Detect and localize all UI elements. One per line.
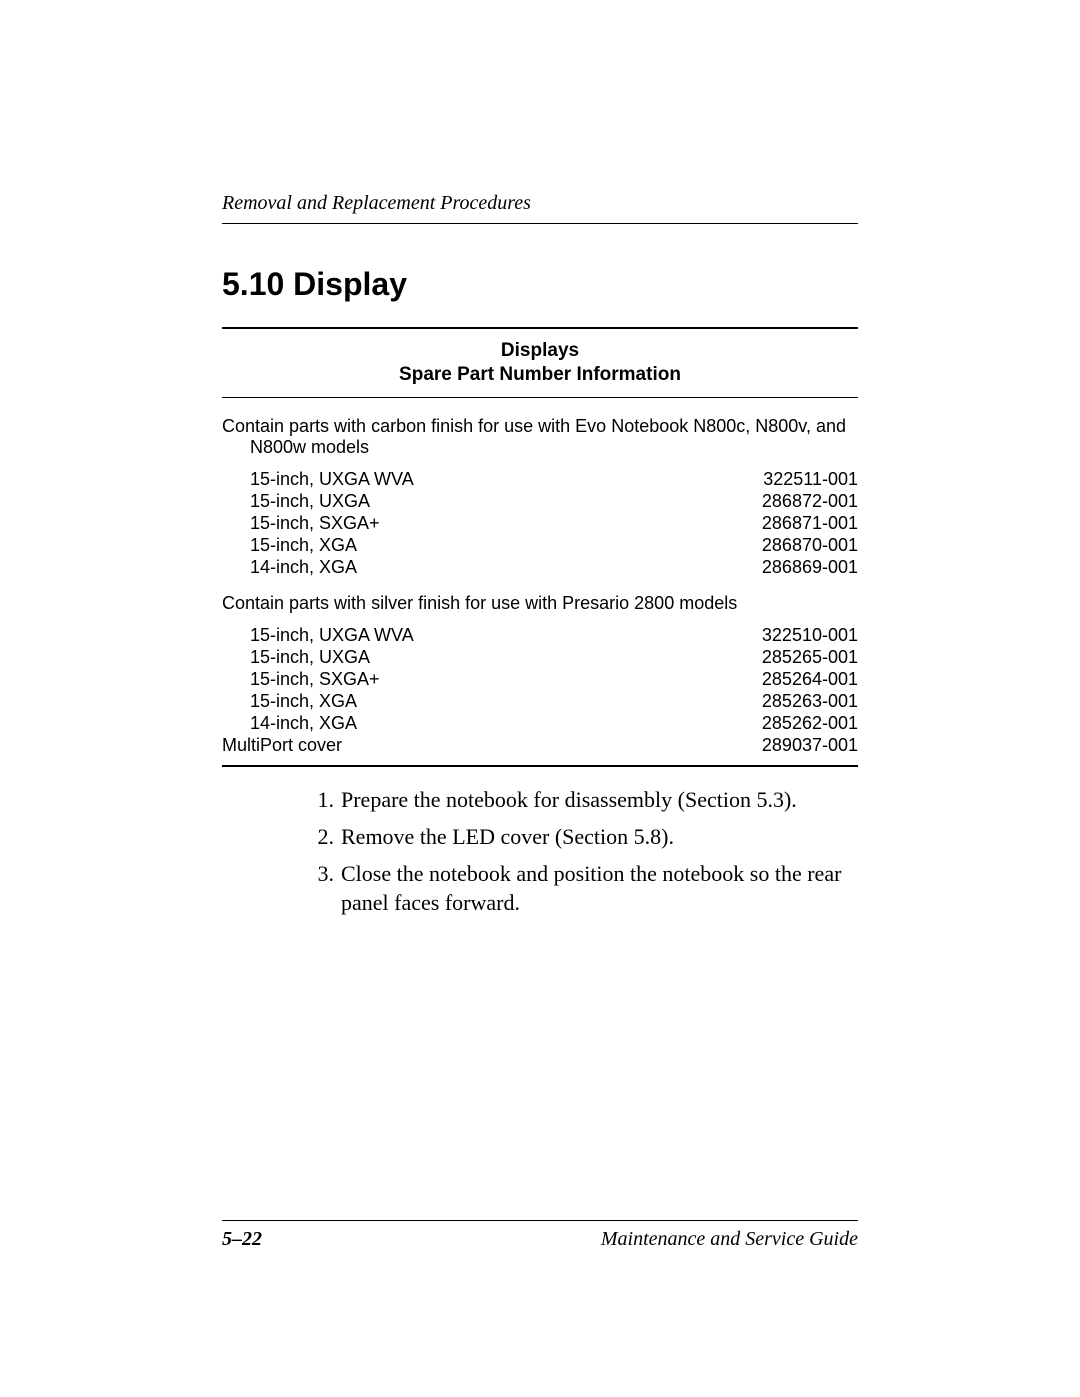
part-desc: 15-inch, UXGA	[250, 491, 370, 513]
part-number: 285264-001	[762, 669, 858, 691]
page-number: 5–22	[222, 1228, 262, 1251]
book-title: Maintenance and Service Guide	[601, 1228, 858, 1251]
part-number: 285263-001	[762, 691, 858, 713]
table-row: 15-inch, XGA 286870-001	[222, 535, 858, 557]
part-desc: 15-inch, XGA	[250, 535, 357, 557]
list-item: 1. Prepare the notebook for disassembly …	[308, 785, 858, 814]
part-number: 289037-001	[762, 735, 858, 757]
step-number: 3.	[308, 859, 334, 917]
list-item: 3. Close the notebook and position the n…	[308, 859, 858, 917]
table-row: 14-inch, XGA 285262-001	[222, 713, 858, 735]
footer-rule	[222, 1220, 858, 1221]
part-desc: 14-inch, XGA	[250, 713, 357, 735]
section-heading: 5.10 Display	[222, 266, 858, 303]
part-desc: 15-inch, UXGA WVA	[250, 625, 414, 647]
part-number: 286870-001	[762, 535, 858, 557]
table-row: 15-inch, UXGA WVA 322511-001	[222, 469, 858, 491]
parts-table: Displays Spare Part Number Information C…	[222, 327, 858, 767]
part-number: 286871-001	[762, 513, 858, 535]
running-head: Removal and Replacement Procedures	[222, 192, 858, 224]
table-row: 15-inch, SXGA+ 285264-001	[222, 669, 858, 691]
part-number: 286869-001	[762, 557, 858, 579]
table-row: 15-inch, XGA 285263-001	[222, 691, 858, 713]
step-text: Close the notebook and position the note…	[341, 859, 858, 917]
group-intro-text: Contain parts with carbon finish for use…	[222, 416, 858, 460]
part-desc: MultiPort cover	[222, 735, 342, 757]
step-number: 1.	[308, 785, 334, 814]
page-footer: 5–22 Maintenance and Service Guide	[222, 1228, 858, 1251]
page: Removal and Replacement Procedures 5.10 …	[0, 0, 1080, 1397]
part-desc: 15-inch, UXGA WVA	[250, 469, 414, 491]
group-intro: Contain parts with carbon finish for use…	[222, 416, 858, 460]
group-intro: Contain parts with silver finish for use…	[222, 593, 858, 615]
step-number: 2.	[308, 822, 334, 851]
part-number: 322511-001	[763, 469, 858, 491]
part-number: 322510-001	[762, 625, 858, 647]
part-desc: 15-inch, UXGA	[250, 647, 370, 669]
step-text: Prepare the notebook for disassembly (Se…	[341, 785, 858, 814]
list-item: 2. Remove the LED cover (Section 5.8).	[308, 822, 858, 851]
table-title-line2: Spare Part Number Information	[222, 363, 858, 387]
table-row: 14-inch, XGA 286869-001	[222, 557, 858, 579]
table-row: 15-inch, UXGA 286872-001	[222, 491, 858, 513]
part-desc: 15-inch, SXGA+	[250, 513, 380, 535]
part-desc: 15-inch, XGA	[250, 691, 357, 713]
part-number: 285262-001	[762, 713, 858, 735]
step-list: 1. Prepare the notebook for disassembly …	[222, 785, 858, 917]
table-row: 15-inch, UXGA 285265-001	[222, 647, 858, 669]
part-number: 286872-001	[762, 491, 858, 513]
table-title: Displays Spare Part Number Information	[222, 329, 858, 398]
part-desc: 14-inch, XGA	[250, 557, 357, 579]
part-number: 285265-001	[762, 647, 858, 669]
table-row: 15-inch, SXGA+ 286871-001	[222, 513, 858, 535]
table-row: 15-inch, UXGA WVA 322510-001	[222, 625, 858, 647]
step-text: Remove the LED cover (Section 5.8).	[341, 822, 858, 851]
table-title-line1: Displays	[222, 339, 858, 363]
part-desc: 15-inch, SXGA+	[250, 669, 380, 691]
group-intro-text: Contain parts with silver finish for use…	[222, 593, 858, 615]
table-row: MultiPort cover 289037-001	[222, 735, 858, 757]
table-body: Contain parts with carbon finish for use…	[222, 398, 858, 765]
